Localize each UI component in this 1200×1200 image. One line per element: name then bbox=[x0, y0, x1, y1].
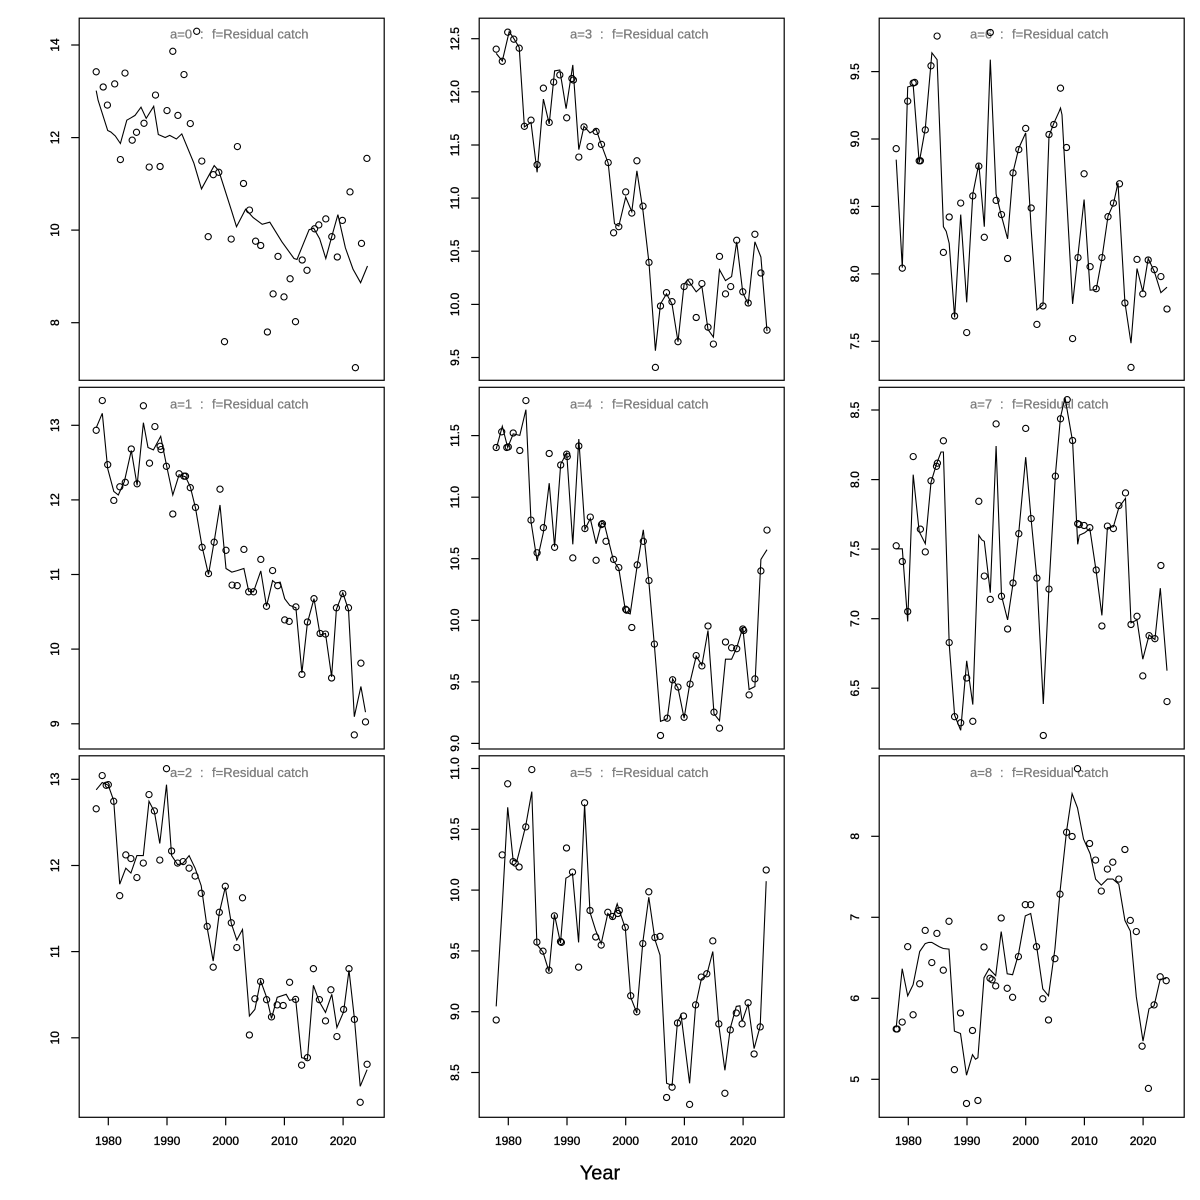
svg-text:a=5: a=5 bbox=[570, 765, 592, 780]
svg-text:10: 10 bbox=[48, 1031, 62, 1045]
svg-text:2010: 2010 bbox=[1071, 1134, 1098, 1148]
svg-text:12.0: 12.0 bbox=[448, 80, 462, 104]
svg-text:7: 7 bbox=[848, 914, 862, 921]
svg-text:7.5: 7.5 bbox=[848, 333, 862, 350]
svg-text:8.5: 8.5 bbox=[848, 198, 862, 215]
svg-text:a=8: a=8 bbox=[970, 765, 992, 780]
svg-text::: : bbox=[600, 765, 604, 780]
svg-text:9.0: 9.0 bbox=[848, 130, 862, 147]
svg-text:9.5: 9.5 bbox=[448, 349, 462, 366]
svg-text:6: 6 bbox=[848, 995, 862, 1002]
svg-text:11.0: 11.0 bbox=[448, 486, 462, 509]
svg-text:2000: 2000 bbox=[212, 1134, 239, 1148]
svg-text:11.5: 11.5 bbox=[448, 133, 462, 156]
svg-text:a=2: a=2 bbox=[170, 765, 192, 780]
svg-text:10.0: 10.0 bbox=[448, 878, 462, 902]
svg-text:f=Residual catch: f=Residual catch bbox=[1012, 765, 1108, 780]
svg-text:1990: 1990 bbox=[954, 1134, 981, 1148]
svg-text:f=Residual catch: f=Residual catch bbox=[212, 397, 308, 412]
svg-text:10.5: 10.5 bbox=[448, 239, 462, 263]
svg-text:f=Residual catch: f=Residual catch bbox=[1012, 397, 1108, 412]
svg-text:2020: 2020 bbox=[1130, 1134, 1157, 1148]
svg-text:11: 11 bbox=[48, 945, 62, 958]
svg-text:Year: Year bbox=[580, 1163, 621, 1185]
svg-text:8: 8 bbox=[848, 833, 862, 840]
svg-text:1980: 1980 bbox=[895, 1134, 922, 1148]
svg-text:2020: 2020 bbox=[730, 1134, 757, 1148]
svg-text:11.0: 11.0 bbox=[448, 187, 462, 210]
svg-text:9: 9 bbox=[48, 720, 62, 727]
svg-text:5: 5 bbox=[848, 1076, 862, 1083]
svg-text:9.5: 9.5 bbox=[848, 63, 862, 80]
svg-text:10: 10 bbox=[48, 223, 62, 237]
svg-text:12: 12 bbox=[48, 859, 62, 873]
svg-text::: : bbox=[200, 397, 204, 412]
svg-text:8.5: 8.5 bbox=[448, 1064, 462, 1081]
svg-text:2010: 2010 bbox=[271, 1134, 298, 1148]
svg-text:8.0: 8.0 bbox=[848, 265, 862, 282]
svg-text:a=6: a=6 bbox=[970, 27, 992, 42]
svg-text::: : bbox=[200, 27, 204, 42]
svg-text:10.5: 10.5 bbox=[448, 547, 462, 571]
svg-text:f=Residual catch: f=Residual catch bbox=[212, 765, 308, 780]
svg-text:f=Residual catch: f=Residual catch bbox=[612, 27, 708, 42]
svg-text:12: 12 bbox=[48, 131, 62, 145]
svg-text::: : bbox=[1000, 27, 1004, 42]
svg-text:6.5: 6.5 bbox=[848, 680, 862, 697]
svg-text:a=1: a=1 bbox=[170, 397, 192, 412]
svg-text:1980: 1980 bbox=[495, 1134, 522, 1148]
svg-text:7.5: 7.5 bbox=[848, 540, 862, 557]
svg-text::: : bbox=[600, 27, 604, 42]
svg-text:8: 8 bbox=[48, 319, 62, 326]
svg-text:10: 10 bbox=[48, 642, 62, 656]
svg-text::: : bbox=[1000, 397, 1004, 412]
svg-text:12.5: 12.5 bbox=[448, 27, 462, 51]
svg-text:10.0: 10.0 bbox=[448, 292, 462, 316]
svg-text:9.5: 9.5 bbox=[448, 942, 462, 959]
svg-text:7.0: 7.0 bbox=[848, 610, 862, 627]
svg-text:f=Residual catch: f=Residual catch bbox=[1012, 27, 1108, 42]
svg-text:1990: 1990 bbox=[154, 1134, 181, 1148]
svg-text:11.5: 11.5 bbox=[448, 424, 462, 447]
svg-text:a=0: a=0 bbox=[170, 27, 192, 42]
svg-text:f=Residual catch: f=Residual catch bbox=[612, 765, 708, 780]
svg-text:13: 13 bbox=[48, 772, 62, 786]
svg-text:1990: 1990 bbox=[554, 1134, 581, 1148]
svg-text:10.5: 10.5 bbox=[448, 817, 462, 841]
svg-text:2020: 2020 bbox=[330, 1134, 357, 1148]
svg-text:11: 11 bbox=[48, 568, 62, 581]
svg-text:10.0: 10.0 bbox=[448, 608, 462, 632]
svg-text:a=4: a=4 bbox=[570, 397, 592, 412]
svg-text:11.0: 11.0 bbox=[448, 757, 462, 780]
svg-text:2000: 2000 bbox=[612, 1134, 639, 1148]
svg-text::: : bbox=[600, 397, 604, 412]
svg-text::: : bbox=[1000, 765, 1004, 780]
svg-text:2010: 2010 bbox=[671, 1134, 698, 1148]
svg-text:8.5: 8.5 bbox=[848, 401, 862, 418]
svg-text:a=7: a=7 bbox=[970, 397, 992, 412]
svg-text:f=Residual catch: f=Residual catch bbox=[612, 397, 708, 412]
svg-text:f=Residual catch: f=Residual catch bbox=[212, 27, 308, 42]
svg-text:9.5: 9.5 bbox=[448, 673, 462, 690]
svg-text:9.0: 9.0 bbox=[448, 735, 462, 752]
svg-text:9.0: 9.0 bbox=[448, 1003, 462, 1020]
svg-text:1980: 1980 bbox=[95, 1134, 122, 1148]
svg-text:14: 14 bbox=[48, 38, 62, 52]
svg-text::: : bbox=[200, 765, 204, 780]
svg-text:13: 13 bbox=[48, 418, 62, 432]
svg-text:a=3: a=3 bbox=[570, 27, 592, 42]
svg-text:8.0: 8.0 bbox=[848, 471, 862, 488]
svg-text:2000: 2000 bbox=[1012, 1134, 1039, 1148]
svg-text:12: 12 bbox=[48, 493, 62, 507]
